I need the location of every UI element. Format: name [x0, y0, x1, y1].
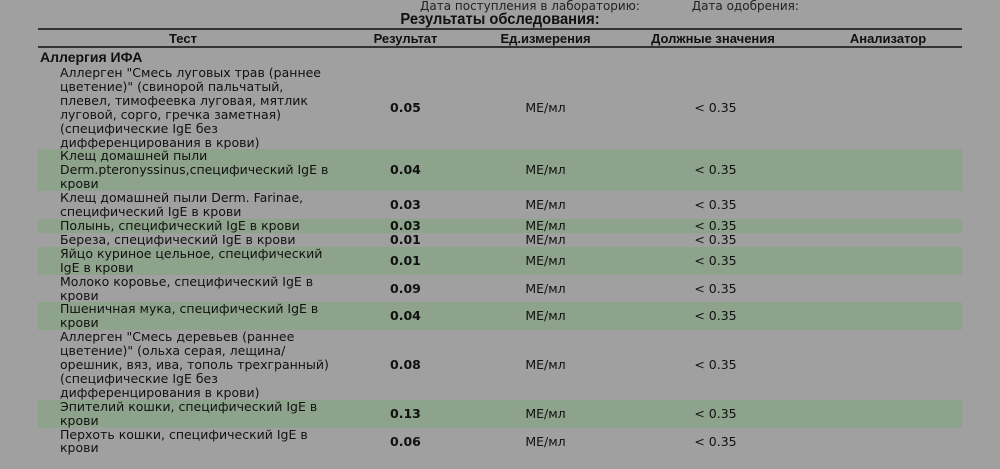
reference-range: < 0.35 — [694, 308, 737, 324]
unit: МЕ/мл — [525, 217, 566, 233]
dates-line: Дата поступления в лабораторию: Дата одо… — [420, 0, 799, 12]
unit: МЕ/мл — [525, 433, 566, 449]
table-row: Клещ домашней пыли Derm. Farinae, специф… — [38, 191, 962, 219]
result-value: 0.04 — [390, 308, 421, 324]
reference-range: < 0.35 — [694, 217, 737, 233]
unit: МЕ/мл — [525, 357, 566, 373]
result-value: 0.08 — [390, 357, 421, 373]
result-value: 0.13 — [390, 405, 421, 421]
unit: МЕ/мл — [525, 231, 566, 247]
test-name: Полынь, специфический IgE в крови — [60, 217, 300, 233]
unit: МЕ/мл — [525, 252, 566, 268]
reference-range: < 0.35 — [694, 197, 737, 213]
test-name: Пшеничная мука, специфический IgE в кров… — [60, 301, 319, 331]
unit: МЕ/мл — [525, 162, 566, 178]
test-name: Перхоть кошки, специфический IgE в крови — [60, 426, 308, 456]
unit: МЕ/мл — [525, 99, 566, 115]
test-name: Клещ домашней пыли Derm. Farinae, специф… — [60, 190, 304, 220]
table-header: Тест Результат Ед.измерения Должные знач… — [38, 31, 962, 46]
reference-range: < 0.35 — [694, 280, 737, 296]
reference-range: < 0.35 — [694, 252, 737, 268]
test-name: Аллерген "Смесь луговых трав (раннее цве… — [60, 65, 321, 150]
result-value: 0.09 — [390, 280, 421, 296]
unit: МЕ/мл — [525, 280, 566, 296]
reference-range: < 0.35 — [694, 99, 737, 115]
reference-range: < 0.35 — [694, 433, 737, 449]
test-name: Береза, специфический IgE в крови — [60, 231, 296, 247]
test-name: Аллерген "Смесь деревьев (раннее цветени… — [60, 329, 329, 400]
divider — [38, 46, 962, 48]
col-analyzer: Анализатор — [849, 31, 927, 46]
col-norm: Должные значения — [651, 31, 775, 46]
result-value: 0.01 — [390, 231, 421, 247]
col-unit: Ед.измерения — [500, 31, 591, 46]
unit: МЕ/мл — [525, 197, 566, 213]
received-date-label: Дата поступления в лабораторию: — [420, 0, 640, 13]
table-row: Клещ домашней пыли Derm.pteronyssinus,сп… — [38, 148, 962, 192]
table-row: Пшеничная мука, специфический IgE в кров… — [38, 301, 962, 331]
table-row: Яйцо куриное цельное, специфический IgE … — [38, 245, 962, 275]
section-title: Аллергия ИФА — [40, 49, 143, 65]
result-value: 0.04 — [390, 162, 421, 178]
reference-range: < 0.35 — [694, 162, 737, 178]
unit: МЕ/мл — [525, 405, 566, 421]
result-value: 0.03 — [390, 197, 421, 213]
table-row: Береза, специфический IgE в крови 0.01 МЕ/… — [38, 231, 962, 247]
table-row: Аллерген "Смесь луговых трав (раннее цве… — [38, 65, 962, 150]
table-row: Полынь, специфический IgE в крови 0.03 МЕ/… — [38, 219, 962, 233]
table-row: Эпителий кошки, специфический IgE в кров… — [38, 398, 962, 428]
test-name: Молоко коровье, специфический IgE в кров… — [60, 273, 314, 303]
unit: МЕ/мл — [525, 308, 566, 324]
result-value: 0.01 — [390, 252, 421, 268]
table-row: Перхоть кошки, специфический IgE в крови… — [38, 426, 962, 456]
result-value: 0.03 — [390, 217, 421, 233]
table-row: Молоко коровье, специфический IgE в кров… — [38, 273, 962, 303]
result-value: 0.05 — [390, 99, 421, 115]
results-table: Аллерген "Смесь луговых трав (раннее цве… — [38, 66, 962, 455]
page-title: Результаты обследования: — [400, 11, 600, 28]
reference-range: < 0.35 — [694, 231, 737, 247]
divider — [38, 28, 962, 30]
approved-date-label: Дата одобрения: — [691, 0, 799, 13]
reference-range: < 0.35 — [694, 357, 737, 373]
test-name: Клещ домашней пыли Derm.pteronyssinus,сп… — [60, 148, 329, 192]
test-name: Эпителий кошки, специфический IgE в кров… — [60, 398, 318, 428]
col-result: Результат — [373, 31, 438, 46]
reference-range: < 0.35 — [694, 405, 737, 421]
test-name: Яйцо куриное цельное, специфический IgE … — [60, 245, 323, 275]
result-value: 0.06 — [390, 433, 421, 449]
table-row: Аллерген "Смесь деревьев (раннее цветени… — [38, 330, 962, 400]
col-test: Тест — [169, 31, 197, 46]
